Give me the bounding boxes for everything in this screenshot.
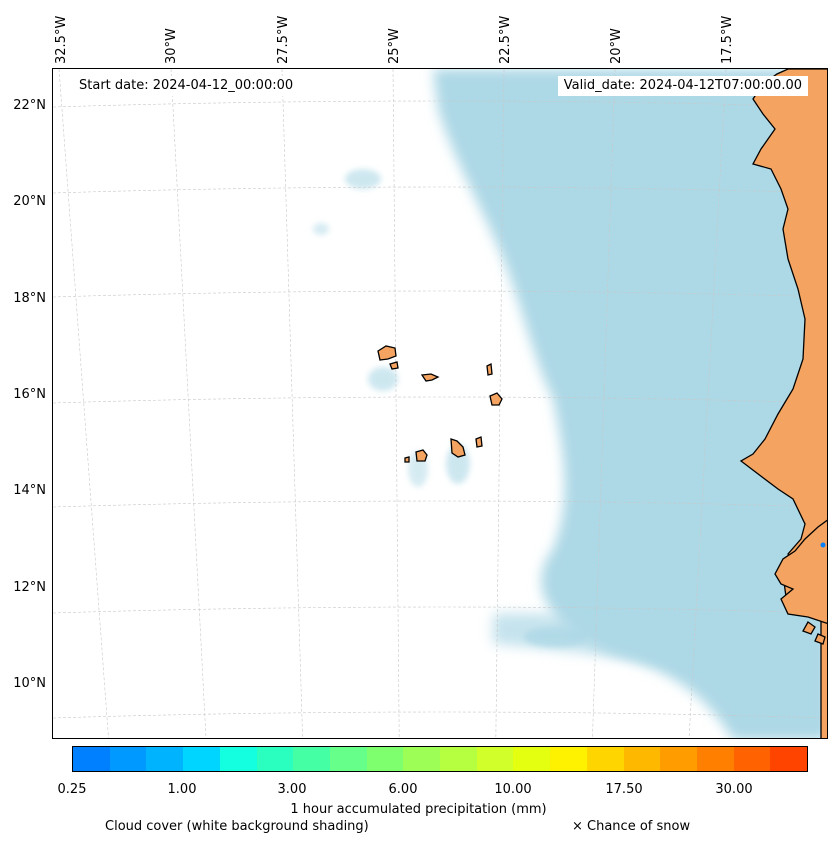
lat-label-12n: 12°N (13, 580, 46, 595)
colorbar-segment (440, 747, 477, 771)
snow-note: × Chance of snow (572, 819, 691, 834)
colorbar-tick-0: 0.25 (57, 782, 87, 797)
colorbar-tick-6: 30.00 (715, 782, 753, 797)
graticule-meridian (592, 69, 616, 738)
colorbar-tick-1: 1.00 (167, 782, 197, 797)
graticule-meridian (688, 69, 727, 738)
graticule-meridian (170, 69, 207, 738)
lon-label-22-5w: 22.5°W (498, 15, 513, 64)
lat-label-18n: 18°N (13, 291, 46, 306)
graticule-parallel (53, 290, 827, 298)
colorbar-segment (293, 747, 330, 771)
colorbar-segment (623, 747, 661, 771)
precip-dot (820, 542, 826, 548)
island-sal (486, 362, 493, 376)
precip-colorbar (72, 746, 808, 772)
cloud-patch-2 (313, 223, 329, 235)
bijagos-islands (802, 621, 826, 645)
colorbar-segment (73, 747, 110, 771)
lon-label-27-5w: 27.5°W (276, 15, 291, 64)
colorbar-tick-5: 17.50 (605, 782, 643, 797)
lon-label-25w: 25°W (387, 28, 402, 64)
graticule-meridian (281, 69, 303, 738)
lat-label-10n: 10°N (13, 676, 46, 691)
colorbar-segment (770, 747, 808, 771)
lat-label-22n: 22°N (13, 98, 46, 113)
colorbar-segment (219, 747, 257, 771)
graticule-parallel (53, 396, 827, 404)
lon-label-30w: 30°W (164, 28, 179, 64)
lat-label-14n: 14°N (13, 483, 46, 498)
graticule-parallel (53, 606, 827, 614)
colorbar-title: 1 hour accumulated precipitation (mm) (290, 802, 547, 817)
cloud-cover-layer (313, 69, 827, 738)
africa-coast-guinea (774, 519, 827, 625)
colorbar-tick-2: 3.00 (277, 782, 307, 797)
graticule-parallel (53, 500, 827, 508)
lat-label-16n: 16°N (13, 387, 46, 402)
graticule-meridian (58, 69, 109, 738)
lon-label-17-5w: 17.5°W (720, 15, 735, 64)
cloud-band-south (493, 613, 703, 669)
island-maio (475, 436, 483, 448)
graticule-parallel (53, 100, 827, 108)
island-boa-vista (489, 392, 503, 406)
cloud-mass-east (433, 69, 827, 738)
colorbar-segment (513, 747, 551, 771)
colorbar-segment (403, 747, 441, 771)
colorbar-segment (733, 747, 771, 771)
island-sao-nicolau (420, 373, 440, 382)
colorbar-segment (476, 747, 514, 771)
colorbar-segment (696, 747, 734, 771)
colorbar-segment (660, 747, 697, 771)
graticule-parallel (53, 186, 827, 194)
land-layer (377, 69, 827, 738)
start-date-box: Start date: 2024-04-12_00:00:00 (73, 76, 300, 96)
lon-label-32-5w: 32.5°W (54, 15, 69, 64)
island-fogo (415, 449, 428, 462)
colorbar-segment (256, 747, 294, 771)
island-sao-vicente (389, 361, 399, 370)
island-brava (404, 456, 410, 463)
lat-label-20n: 20°N (13, 194, 46, 209)
cloud-patch-3 (368, 367, 398, 391)
cloud-cover-note: Cloud cover (white background shading) (105, 819, 369, 834)
lon-label-20w: 20°W (609, 28, 624, 64)
colorbar-segment (586, 747, 624, 771)
map-canvas (53, 69, 827, 738)
colorbar-segment (329, 747, 367, 771)
valid-date-box: Valid_date: 2024-04-12T07:00:00.00 (557, 76, 808, 96)
graticule-parallel (53, 711, 827, 719)
colorbar-tick-3: 6.00 (388, 782, 418, 797)
colorbar-segment (550, 747, 587, 771)
graticule-meridian (392, 69, 400, 738)
colorbar-segment (109, 747, 147, 771)
colorbar-segment (183, 747, 220, 771)
cloud-patch-1 (345, 169, 381, 189)
map-panel[interactable] (52, 68, 828, 739)
colorbar-tick-4: 10.00 (494, 782, 532, 797)
island-santo-antao (377, 345, 397, 361)
colorbar-segment (146, 747, 184, 771)
island-santiago (450, 438, 466, 458)
cloud-patch-6 (524, 627, 588, 647)
colorbar-segment (366, 747, 404, 771)
